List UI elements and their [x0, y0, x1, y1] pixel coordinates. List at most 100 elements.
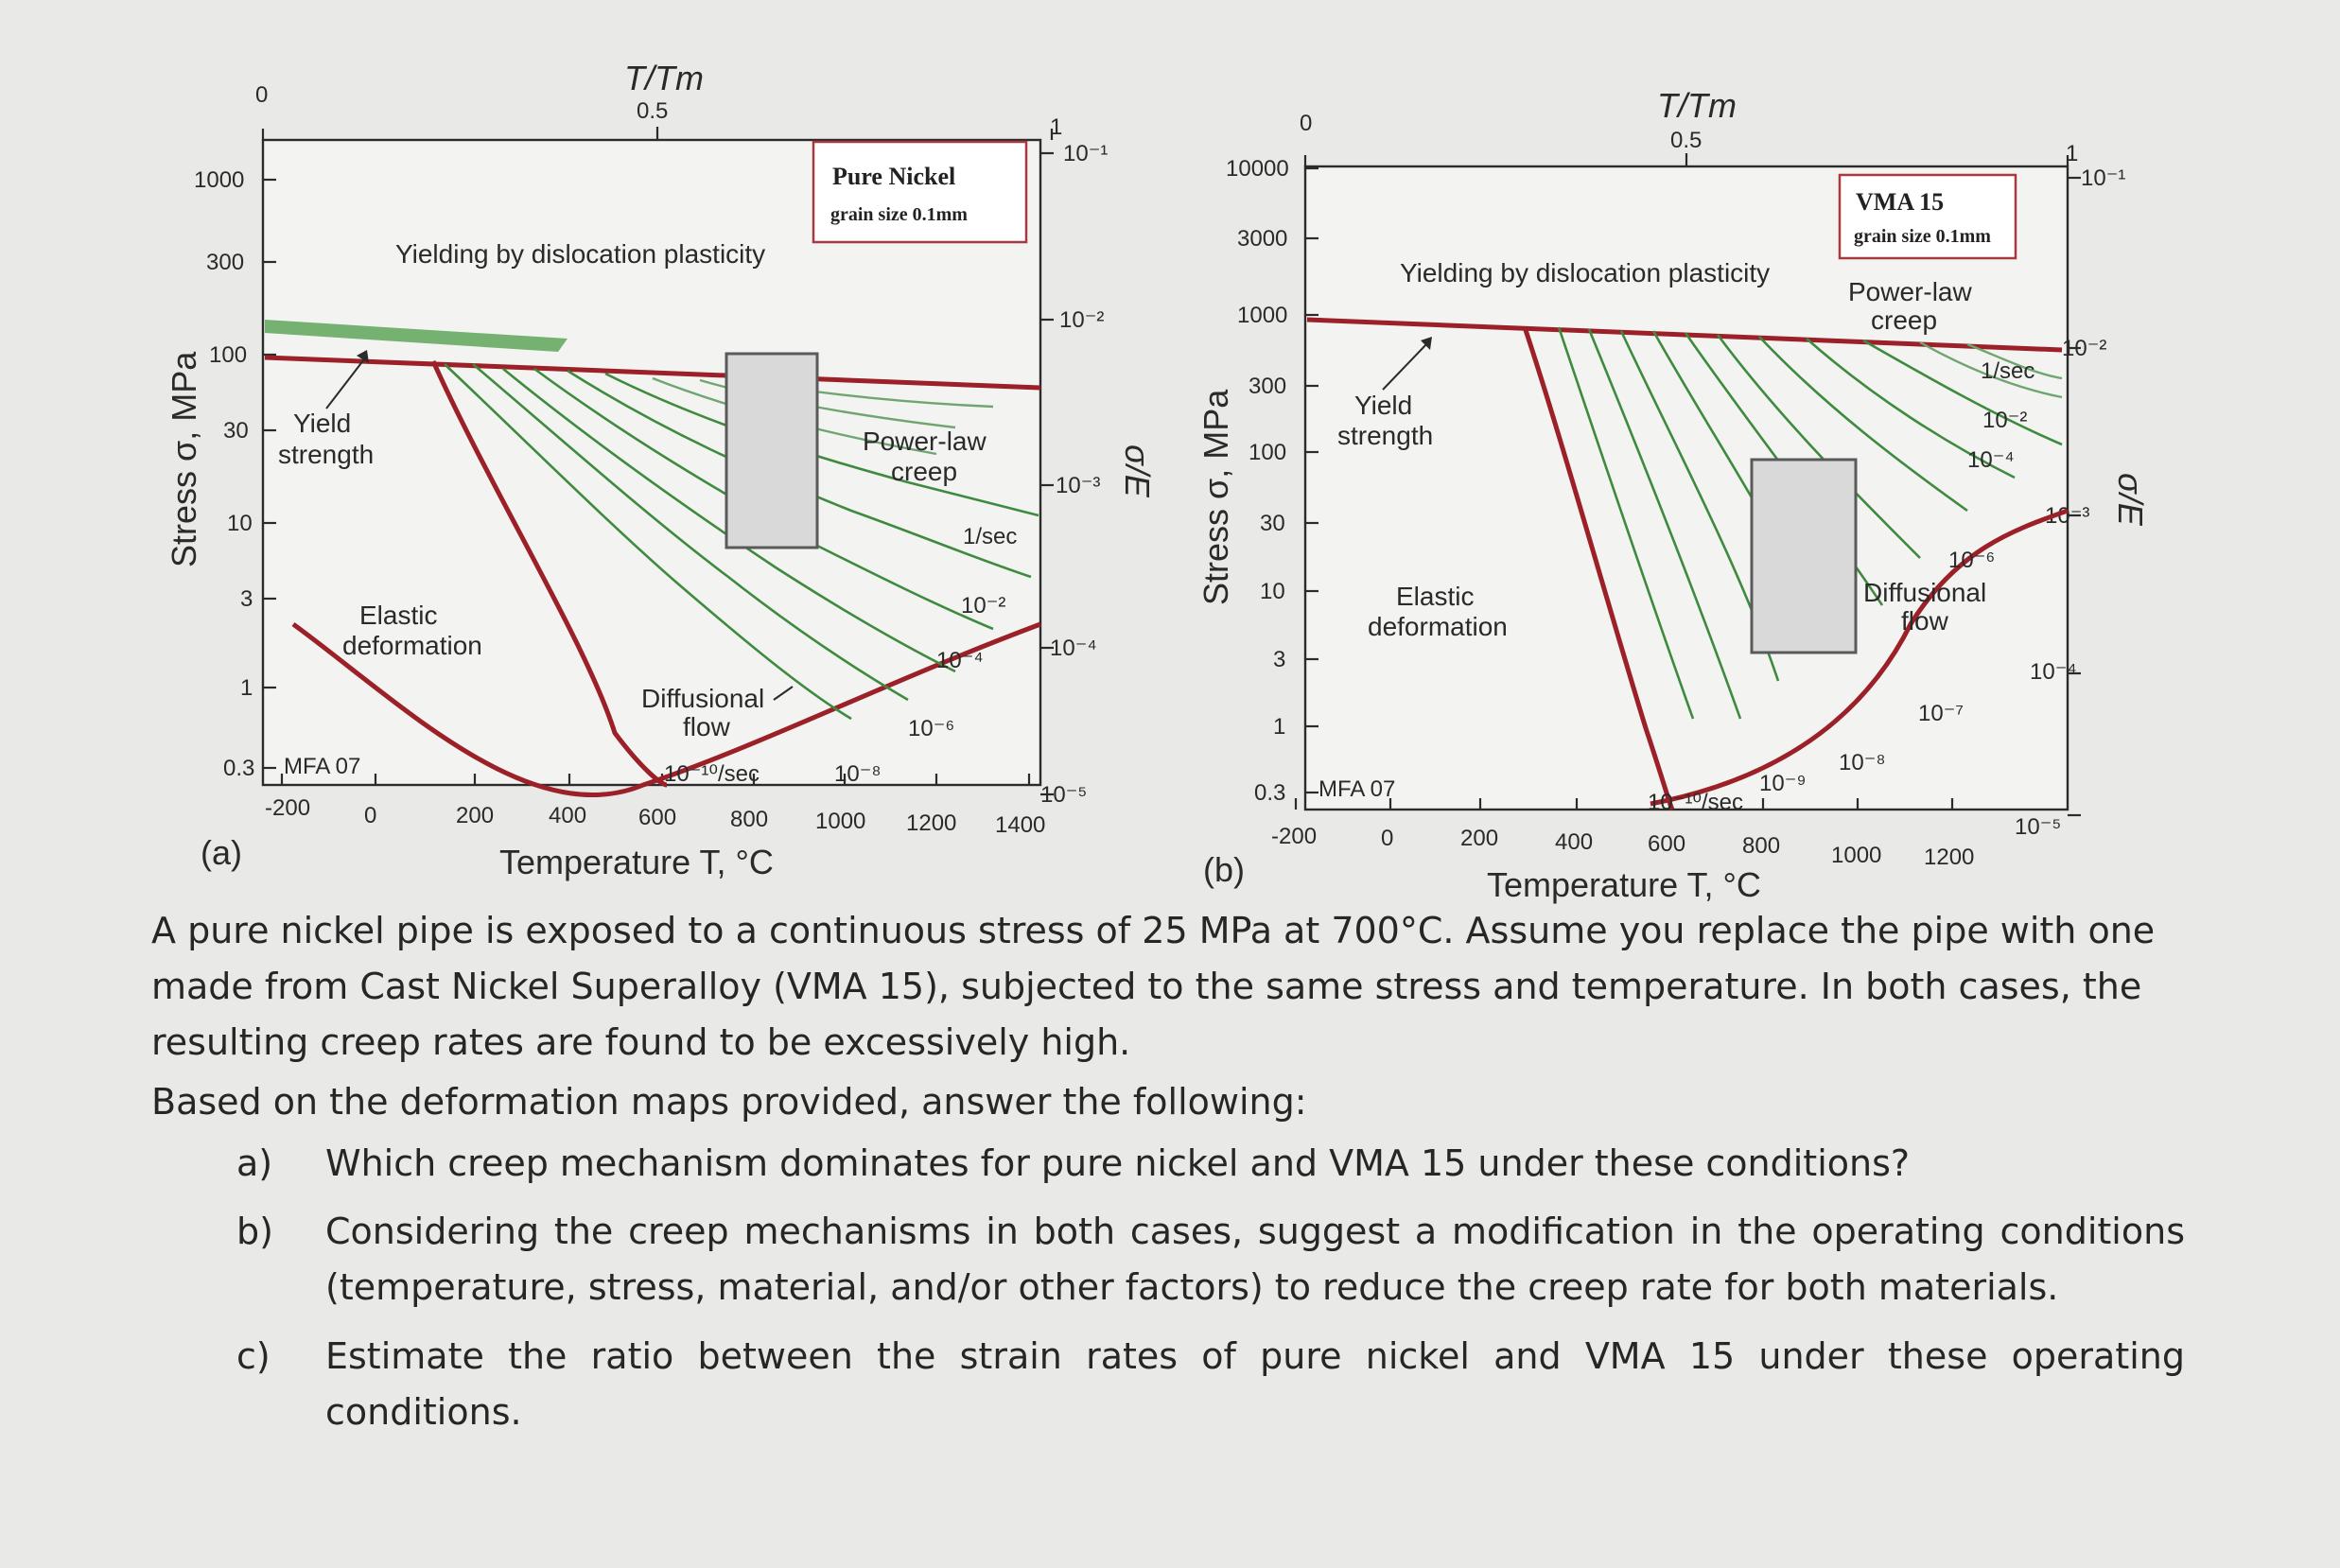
figure-a-x-tick: 0 — [364, 803, 376, 828]
figure-a-y-tick: 300 — [206, 250, 244, 275]
figure-b-powerlaw-boundary — [1522, 326, 1675, 811]
figure-a-right-ticks — [1040, 151, 1054, 796]
figure-b-right-axis-label: σ/E — [2111, 473, 2150, 527]
figure-a-subtitle: grain size 0.1mm — [830, 204, 968, 225]
figure-b-right-tick: 10⁻¹ — [2081, 166, 2125, 191]
figure-b-rate-label: 10⁻⁹ — [1759, 771, 1807, 796]
figure-b-y-tick: 10 — [1260, 579, 1285, 604]
figure-a-x-tick: 600 — [638, 805, 676, 830]
figure-b-x-tick: 400 — [1555, 829, 1593, 855]
question-text: A pure nickel pipe is exposed to a conti… — [151, 903, 2185, 1454]
figure-a-y-ticks — [263, 178, 276, 770]
figure-b-rate-label: 1/sec — [1981, 358, 2034, 384]
figure-b-y-tick: 1 — [1273, 714, 1285, 740]
figure-a-y-tick: 100 — [209, 342, 247, 368]
question-marker: c) — [236, 1335, 271, 1378]
question-item: a) Which creep mechanism dominates for p… — [151, 1136, 2185, 1192]
figure-b-rate-contours — [1557, 326, 2063, 720]
figure-b-region-powerlaw-1: Power-law — [1848, 277, 1972, 306]
figure-b-x-tick: 0 — [1381, 826, 1393, 851]
figure-a-region-powerlaw-1: Power-law — [863, 427, 987, 456]
question-marker: b) — [236, 1211, 273, 1253]
figure-a-elastic-boundary — [291, 621, 1041, 797]
figure-b-top-tick: 0.5 — [1670, 128, 1702, 153]
figure-a-top-tick: 0.5 — [637, 98, 668, 124]
figure-a-region-diffusional-2: flow — [683, 712, 731, 741]
figure-b-region-yielding: Yielding by dislocation plasticity — [1400, 258, 1770, 287]
figure-a-x-tick: 800 — [730, 807, 768, 832]
figure-a-rate-contours — [444, 363, 1039, 721]
figure-b-region-powerlaw-2: creep — [1871, 305, 1937, 335]
figure-b-region-yield-1: Yield — [1354, 391, 1412, 420]
figure-b-panel-label: (b) — [1203, 850, 1245, 889]
figure-b-y-tick: 30 — [1260, 511, 1285, 536]
question-marker: a) — [236, 1141, 273, 1184]
figure-a-region-diffusional-1: Diffusional — [641, 684, 764, 713]
figure-b-y-ticks — [1305, 166, 1318, 794]
figure-b-x-ticks — [1294, 798, 1954, 810]
figure-a-title-box — [812, 140, 1028, 244]
figure-a-y-tick: 3 — [240, 586, 253, 612]
figure-a-x-tick: 1400 — [995, 812, 1045, 838]
figure-a-y-tick: 10 — [227, 511, 253, 536]
figure-a-yield-pointer — [325, 355, 368, 409]
figure-a-right-tick: 10⁻³ — [1056, 473, 1100, 498]
figure-b-right-tick: 10⁻⁵ — [2015, 814, 2061, 840]
figure-a-y-axis-label: Stress σ, MPa — [165, 351, 203, 567]
figure-a-y-tick: 0.3 — [223, 756, 254, 781]
figure-b-x-tick: 1200 — [1924, 845, 1974, 870]
figure-b-right-tick: 10⁻² — [2062, 336, 2106, 361]
figure-b: T/Tm 0 0.5 1 10000 3000 1000 300 100 30 … — [1196, 86, 2150, 904]
figure-a-region-elastic-2: deformation — [342, 631, 482, 660]
figure-b-y-tick: 0.3 — [1254, 780, 1285, 806]
figure-b-title: VMA 15 — [1856, 188, 1944, 216]
figure-a-highlight-zone — [725, 352, 819, 549]
figure-b-rate-label: 10⁻⁸ — [1839, 750, 1886, 775]
figure-a-x-tick: 400 — [549, 803, 586, 828]
figure-b-y-tick: 100 — [1249, 440, 1286, 465]
figure-a: T/Tm 0 0.5 1 1000 300 100 30 10 3 1 0.3 … — [165, 59, 1157, 881]
figure-a-diffusional-pointer — [773, 686, 794, 701]
figure-b-x-tick: 200 — [1460, 826, 1498, 851]
figure-b-right-ticks — [2068, 176, 2081, 817]
figure-a-top-axis-label: T/Tm — [624, 59, 704, 97]
figure-a-yield-band — [265, 320, 568, 352]
figure-b-rate-label: 10⁻¹⁰/sec — [1648, 790, 1743, 815]
figure-b-rate-label: 10⁻⁶ — [1948, 548, 1995, 573]
figure-b-highlight-zone — [1750, 458, 1858, 654]
figure-a-rate-label: 10⁻² — [961, 593, 1005, 618]
figure-a-x-tick: 1000 — [815, 809, 865, 834]
figure-b-top-axis-label: T/Tm — [1657, 86, 1737, 125]
figure-a-yield-boundary — [264, 355, 1041, 391]
figure-b-region-elastic-2: deformation — [1368, 612, 1508, 641]
figure-a-rate-label: 10⁻¹⁰/sec — [664, 761, 760, 787]
figure-a-powerlaw-boundary — [430, 359, 668, 788]
figure-a-region-powerlaw-2: creep — [891, 457, 957, 486]
figure-a-right-axis-label: σ/E — [1118, 444, 1157, 498]
figure-b-x-axis-label: Temperature T, °C — [1487, 865, 1761, 904]
figure-b-subtitle: grain size 0.1mm — [1854, 226, 1991, 247]
figure-a-region-yielding: Yielding by dislocation plasticity — [395, 239, 765, 269]
figure-a-y-tick: 30 — [223, 418, 249, 444]
figure-a-y-tick: 1 — [240, 675, 253, 701]
question-list: a) Which creep mechanism dominates for p… — [151, 1136, 2185, 1440]
figure-b-x-tick: 600 — [1648, 831, 1685, 857]
figure-a-top-tick: 1 — [1050, 114, 1062, 140]
figure-a-rate-label: 10⁻⁶ — [908, 716, 954, 741]
figure-a-right-tick: 10⁻¹ — [1063, 141, 1108, 166]
figure-b-rate-label: 10⁻² — [1982, 408, 2027, 433]
question-item-text: Which creep mechanism dominates for pure… — [325, 1141, 1911, 1184]
figure-a-rate-label: 10⁻⁸ — [834, 761, 882, 787]
question-item-text: Estimate the ratio between the strain ra… — [325, 1335, 2185, 1434]
figure-b-x-tick: 800 — [1742, 833, 1780, 859]
figure-a-yield-arrowhead — [357, 350, 369, 363]
figure-a-right-tick: 10⁻⁵ — [1040, 782, 1087, 808]
figure-a-region-elastic-1: Elastic — [359, 601, 437, 630]
figure-b-region-yield-2: strength — [1337, 421, 1433, 450]
figure-a-x-axis-label: Temperature T, °C — [499, 843, 774, 881]
figure-b-y-tick: 3 — [1273, 647, 1285, 672]
figure-b-yield-pointer — [1382, 341, 1429, 391]
figure-a-source: MFA 07 — [284, 754, 360, 779]
figure-b-elastic-boundary — [1650, 508, 2069, 807]
figure-a-rate-label: 10⁻⁴ — [936, 648, 984, 673]
